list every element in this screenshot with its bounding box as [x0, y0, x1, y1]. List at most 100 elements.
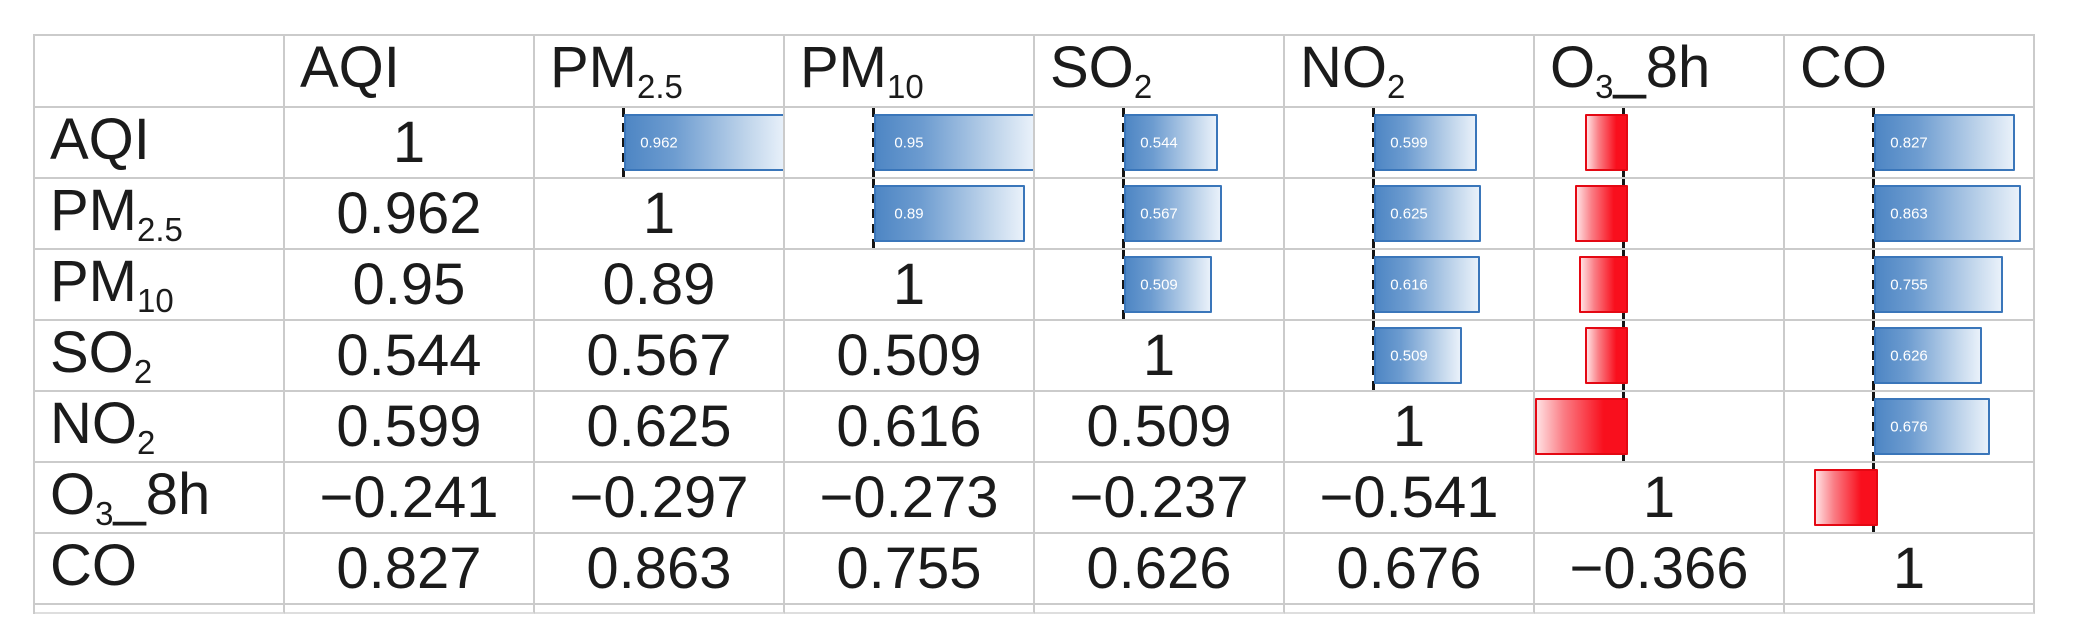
- cell-co-so2[interactable]: 0.626: [1035, 534, 1285, 605]
- cell-pm10-o3_8h[interactable]: −0.273: [1535, 250, 1785, 321]
- label-pre: PM: [800, 36, 887, 100]
- cell-co-pm10[interactable]: 0.755: [785, 534, 1035, 605]
- cell-no2-o3_8h[interactable]: −0.541: [1535, 392, 1785, 463]
- cell-pm10-pm2.5[interactable]: 0.89: [535, 250, 785, 321]
- corner-cell[interactable]: [35, 36, 285, 108]
- cell-o3_8h-co[interactable]: −0.366: [1785, 463, 2035, 534]
- cell-no2-aqi[interactable]: 0.599: [285, 392, 535, 463]
- cell-pm2.5-aqi[interactable]: 0.962: [285, 179, 535, 250]
- cell-no2-pm10[interactable]: 0.616: [785, 392, 1035, 463]
- cell-co-co[interactable]: 1: [1785, 534, 2035, 605]
- diagonal-value: 1: [392, 109, 426, 175]
- correlation-value: 0.676: [1336, 535, 1482, 601]
- cell-o3_8h-pm10[interactable]: −0.273: [785, 463, 1035, 534]
- label-pre: CO: [50, 534, 137, 598]
- cell-aqi-pm2.5[interactable]: 0.962: [535, 108, 785, 179]
- column-header-co[interactable]: CO: [1785, 36, 2035, 108]
- cell-so2-o3_8h[interactable]: −0.237: [1535, 321, 1785, 392]
- column-header-no2[interactable]: NO2: [1285, 36, 1535, 108]
- cell-no2-so2[interactable]: 0.509: [1035, 392, 1285, 463]
- partial-row-cell: [285, 605, 535, 614]
- cell-aqi-o3_8h[interactable]: −0.241: [1535, 108, 1785, 179]
- positive-data-bar: [1874, 185, 2021, 242]
- cell-pm10-pm10[interactable]: 1: [785, 250, 1035, 321]
- cell-pm10-aqi[interactable]: 0.95: [285, 250, 535, 321]
- diagonal-value: 1: [892, 251, 926, 317]
- cell-so2-no2[interactable]: 0.509: [1285, 321, 1535, 392]
- correlation-value: 0.626: [1086, 535, 1232, 601]
- cell-so2-pm2.5[interactable]: 0.567: [535, 321, 785, 392]
- bar-axis: [1872, 108, 1876, 177]
- cell-co-o3_8h[interactable]: −0.366: [1535, 534, 1785, 605]
- label-text: PM2.5: [550, 39, 683, 105]
- cell-o3_8h-o3_8h[interactable]: 1: [1535, 463, 1785, 534]
- bar-axis: [1872, 250, 1876, 319]
- label-sub: 10: [887, 68, 924, 105]
- correlation-value: −0.237: [1069, 464, 1249, 530]
- correlation-value: 0.95: [352, 251, 466, 317]
- row-header-pm10[interactable]: PM10: [35, 250, 285, 321]
- correlation-value: −0.541: [1319, 464, 1499, 530]
- column-header-pm2.5[interactable]: PM2.5: [535, 36, 785, 108]
- label-pre: SO: [1050, 36, 1134, 100]
- label-pre: NO: [1300, 36, 1387, 100]
- cell-pm2.5-so2[interactable]: 0.567: [1035, 179, 1285, 250]
- cell-so2-co[interactable]: 0.626: [1785, 321, 2035, 392]
- cell-aqi-so2[interactable]: 0.544: [1035, 108, 1285, 179]
- cell-no2-co[interactable]: 0.676: [1785, 392, 2035, 463]
- bar-axis: [1372, 108, 1376, 177]
- negative-data-bar: [1535, 398, 1629, 455]
- row-header-o3_8h[interactable]: O3_8h: [35, 463, 285, 534]
- diagonal-value: 1: [642, 180, 676, 246]
- row-header-pm2.5[interactable]: PM2.5: [35, 179, 285, 250]
- label-pre: AQI: [50, 108, 150, 172]
- cell-so2-so2[interactable]: 1: [1035, 321, 1285, 392]
- cell-pm10-co[interactable]: 0.755: [1785, 250, 2035, 321]
- label-text: NO2: [50, 394, 155, 459]
- cell-pm2.5-no2[interactable]: 0.625: [1285, 179, 1535, 250]
- cell-pm10-no2[interactable]: 0.616: [1285, 250, 1535, 321]
- cell-no2-pm2.5[interactable]: 0.625: [535, 392, 785, 463]
- cell-aqi-aqi[interactable]: 1: [285, 108, 535, 179]
- cell-pm2.5-pm2.5[interactable]: 1: [535, 179, 785, 250]
- partial-row-cell: [1285, 605, 1535, 614]
- row-header-no2[interactable]: NO2: [35, 392, 285, 463]
- cell-o3_8h-pm2.5[interactable]: −0.297: [535, 463, 785, 534]
- label-text: CO: [1800, 39, 1887, 103]
- bar-axis: [1872, 392, 1876, 461]
- cell-aqi-pm10[interactable]: 0.95: [785, 108, 1035, 179]
- cell-no2-no2[interactable]: 1: [1285, 392, 1535, 463]
- column-header-o3_8h[interactable]: O3_8h: [1535, 36, 1785, 108]
- positive-data-bar: [874, 185, 1026, 242]
- cell-aqi-co[interactable]: 0.827: [1785, 108, 2035, 179]
- column-header-so2[interactable]: SO2: [1035, 36, 1285, 108]
- correlation-value: 0.616: [836, 393, 982, 459]
- positive-data-bar: [1374, 185, 1482, 242]
- cell-pm2.5-o3_8h[interactable]: −0.297: [1535, 179, 1785, 250]
- label-pre: O: [1550, 36, 1596, 100]
- row-header-aqi[interactable]: AQI: [35, 108, 285, 179]
- cell-pm10-so2[interactable]: 0.509: [1035, 250, 1285, 321]
- row-header-co[interactable]: CO: [35, 534, 285, 605]
- cell-o3_8h-no2[interactable]: −0.541: [1285, 463, 1535, 534]
- cell-co-aqi[interactable]: 0.827: [285, 534, 535, 605]
- cell-pm2.5-pm10[interactable]: 0.89: [785, 179, 1035, 250]
- cell-so2-pm10[interactable]: 0.509: [785, 321, 1035, 392]
- label-sub: 2.5: [637, 68, 683, 105]
- partial-row-cell: [1035, 605, 1285, 614]
- column-header-pm10[interactable]: PM10: [785, 36, 1035, 108]
- cell-aqi-no2[interactable]: 0.599: [1285, 108, 1535, 179]
- cell-o3_8h-so2[interactable]: −0.237: [1035, 463, 1285, 534]
- cell-so2-aqi[interactable]: 0.544: [285, 321, 535, 392]
- cell-co-no2[interactable]: 0.676: [1285, 534, 1535, 605]
- cell-o3_8h-aqi[interactable]: −0.241: [285, 463, 535, 534]
- cell-pm2.5-co[interactable]: 0.863: [1785, 179, 2035, 250]
- label-sub: 2: [1133, 68, 1153, 105]
- cell-co-pm2.5[interactable]: 0.863: [535, 534, 785, 605]
- negative-data-bar: [1575, 185, 1629, 242]
- column-header-aqi[interactable]: AQI: [285, 36, 535, 108]
- row-header-so2[interactable]: SO2: [35, 321, 285, 392]
- hidden-cell-value: −0.273: [1635, 276, 1683, 293]
- correlation-value: 0.509: [1086, 393, 1232, 459]
- diagonal-value: 1: [1892, 535, 1926, 601]
